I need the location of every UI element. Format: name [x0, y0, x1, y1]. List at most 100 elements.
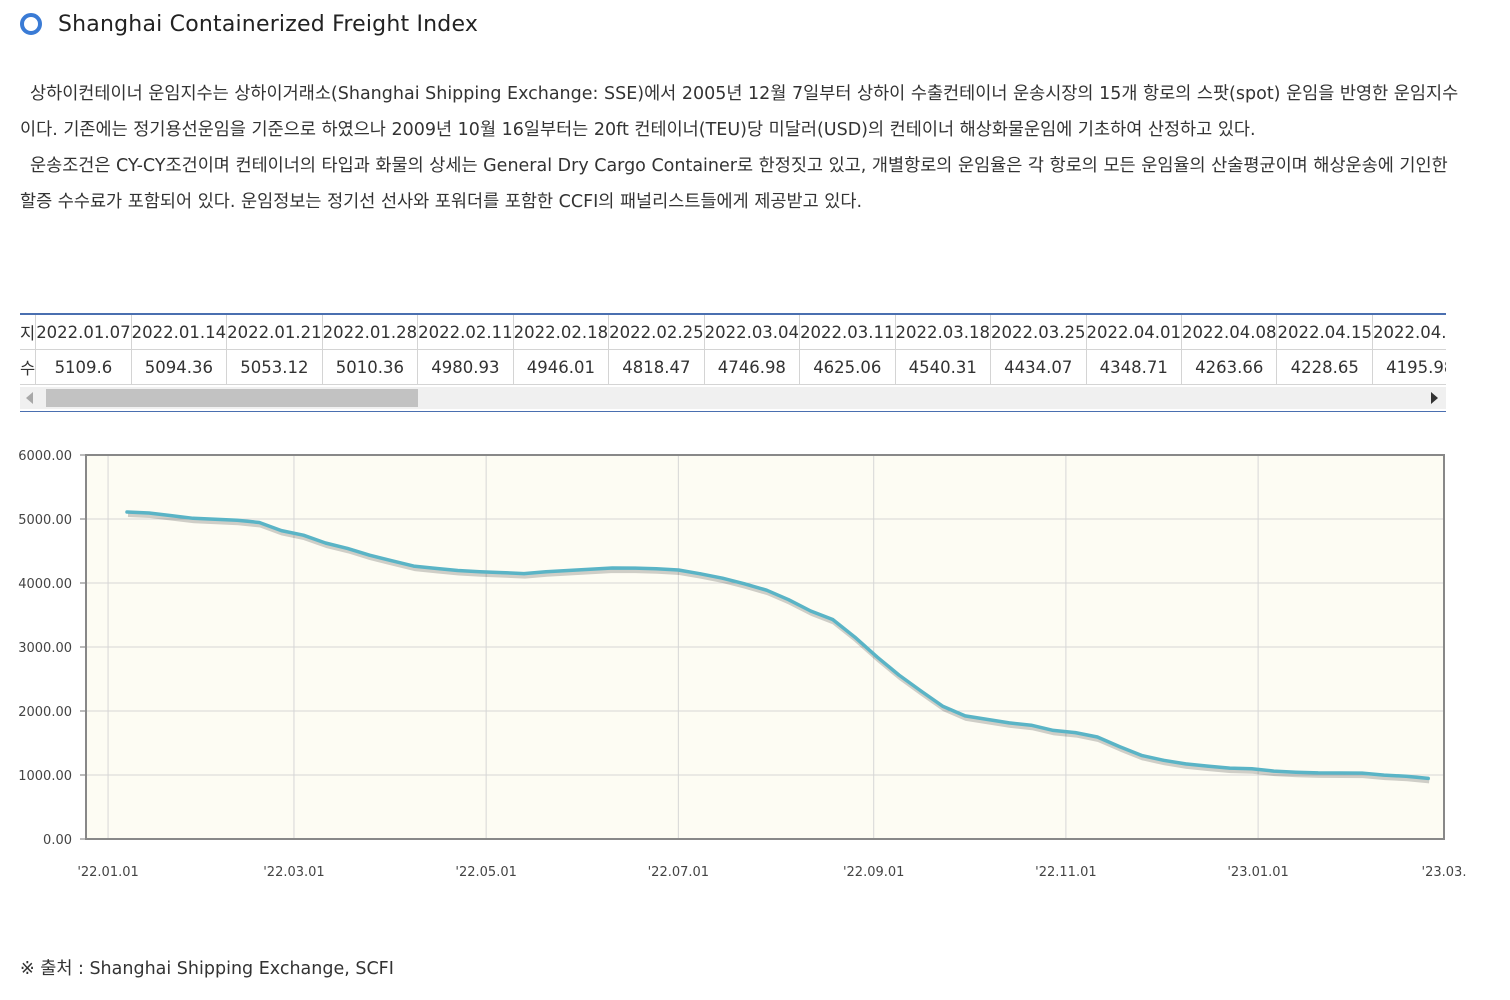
table-cell-date: 2022.01.21: [226, 315, 323, 350]
freight-index-line-chart: 0.00 1000.00 2000.00 3000.00 4000.00 5000.00 6…: [18, 449, 1467, 880]
title-row: Shanghai Containerized Freight Index: [20, 10, 478, 38]
x-tick-label: '22.05.01: [455, 865, 516, 880]
x-tick-label: '22.11.01: [1035, 865, 1096, 880]
data-point: [522, 572, 526, 576]
source-note: ※ 출처 : Shanghai Shipping Exchange, SCFI: [20, 959, 394, 979]
data-point: [743, 582, 746, 586]
y-tick-label: 6000.00: [18, 449, 72, 464]
data-point: [765, 588, 769, 592]
table-cell-date: 2022.01.28: [322, 315, 419, 350]
table-cell-date: 2022.01.14: [131, 315, 228, 350]
data-point: [257, 521, 261, 524]
data-point: [346, 546, 349, 550]
y-tick-label: 5000.00: [18, 513, 72, 528]
table-cell-date: 2022.03.25: [990, 315, 1087, 350]
data-point: [721, 576, 724, 580]
table-cell-date: 2022.01.07: [35, 315, 132, 350]
data-point: [456, 569, 460, 572]
scrollbar-thumb[interactable]: [46, 389, 418, 407]
data-point: [125, 510, 129, 514]
table-cell-date: 2022.04.08: [1181, 315, 1278, 350]
data-point: [544, 570, 548, 574]
data-point: [610, 566, 614, 570]
data-point: [1184, 762, 1188, 766]
data-point: [853, 635, 857, 639]
data-point: [1228, 766, 1232, 770]
data-point: [1382, 773, 1386, 777]
data-point: [875, 655, 879, 659]
series-line-shadow: [127, 513, 1430, 784]
table-cell-value: 4434.07: [990, 349, 1087, 385]
data-point: [191, 516, 195, 520]
table-cell-date: 2022.03.04: [704, 315, 801, 350]
table-cell-value: 4946.01: [513, 349, 610, 385]
table-cell-value: 4263.66: [1181, 349, 1278, 385]
data-point: [1051, 728, 1055, 732]
table-cell-date: 2022.02.25: [608, 315, 705, 350]
description-paragraph-1: 상하이컨테이너 운임지수는 상하이거래소(Shanghai Shipping E…: [20, 84, 1459, 140]
data-point: [654, 567, 658, 571]
scroll-right-arrow-icon[interactable]: [1431, 392, 1438, 404]
table-cell-value: 4195.98: [1372, 349, 1446, 385]
data-point: [478, 570, 482, 574]
plot-frame: [85, 454, 1445, 840]
table-cell-value: 5053.12: [226, 349, 323, 385]
y-tick-label: 1000.00: [18, 769, 72, 784]
table-cell-date: 2022.03.18: [895, 315, 992, 350]
data-point: [1316, 771, 1320, 775]
data-point: [368, 553, 372, 557]
data-point: [919, 689, 923, 693]
table-cell-value: 4746.98: [704, 349, 801, 385]
table-cell-value: 4348.71: [1086, 349, 1183, 385]
x-tick-label: '22.09.01: [843, 865, 904, 880]
data-point: [390, 559, 394, 563]
table-cell-date: 2022.04.15: [1276, 315, 1373, 350]
table-cell-date: 2022.02.18: [513, 315, 610, 350]
data-point: [279, 529, 283, 533]
scroll-left-arrow-icon[interactable]: [26, 392, 33, 404]
data-point: [809, 609, 813, 613]
table-row-values: 수 5109.6 5094.36 5053.12 5010.36 4980.93 4946…: [20, 349, 1446, 385]
data-point: [301, 533, 305, 537]
data-point: [434, 566, 438, 570]
circle-bullet-icon: [20, 13, 42, 35]
table-cell-value: 5010.36: [322, 349, 419, 385]
table-cell-value: 5094.36: [131, 349, 228, 385]
data-point: [1095, 735, 1099, 739]
data-point: [632, 566, 636, 570]
y-tick-label: 3000.00: [18, 641, 72, 656]
index-table: 지 2022.01.07 2022.01.14 2022.01.21 2022.01.…: [20, 315, 1446, 385]
x-tick-label: '23.03.: [1422, 865, 1467, 880]
table-cell-value: 4818.47: [608, 349, 705, 385]
data-point: [1250, 767, 1254, 771]
table-cell-value: 4228.65: [1276, 349, 1373, 385]
table-cell-date: 2022.04.22: [1372, 315, 1446, 350]
data-point: [1140, 753, 1143, 757]
data-point: [235, 518, 239, 522]
data-point: [324, 541, 327, 545]
page-title: Shanghai Containerized Freight Index: [58, 11, 479, 37]
row-header-dates: 지: [20, 315, 37, 350]
table-cell-value: 4980.93: [417, 349, 514, 385]
table-cell-date: 2022.04.01: [1086, 315, 1183, 350]
index-table-container: 지 2022.01.07 2022.01.14 2022.01.21 2022.01.…: [20, 313, 1446, 412]
data-point: [500, 571, 504, 575]
data-point: [1118, 745, 1121, 749]
description: 상하이컨테이너 운임지수는 상하이거래소(Shanghai Shipping E…: [20, 76, 1460, 220]
x-tick-label: '22.01.01: [77, 865, 138, 880]
x-tick-label: '22.03.01: [263, 865, 324, 880]
table-cell-date: 2022.02.11: [417, 315, 514, 350]
data-point: [147, 511, 151, 515]
y-tick-label: 4000.00: [18, 577, 72, 592]
data-point: [1272, 769, 1276, 773]
table-cell-date: 2022.03.11: [799, 315, 896, 350]
data-point: [566, 569, 570, 572]
data-point: [169, 514, 173, 518]
table-row-dates: 지 2022.01.07 2022.01.14 2022.01.21 2022.01.…: [20, 315, 1446, 350]
data-point: [676, 568, 680, 572]
data-point: [412, 564, 416, 568]
data-point: [963, 714, 967, 718]
data-point: [1294, 770, 1298, 774]
x-tick-label: '22.07.01: [648, 865, 709, 880]
horizontal-scrollbar[interactable]: [20, 387, 1446, 409]
